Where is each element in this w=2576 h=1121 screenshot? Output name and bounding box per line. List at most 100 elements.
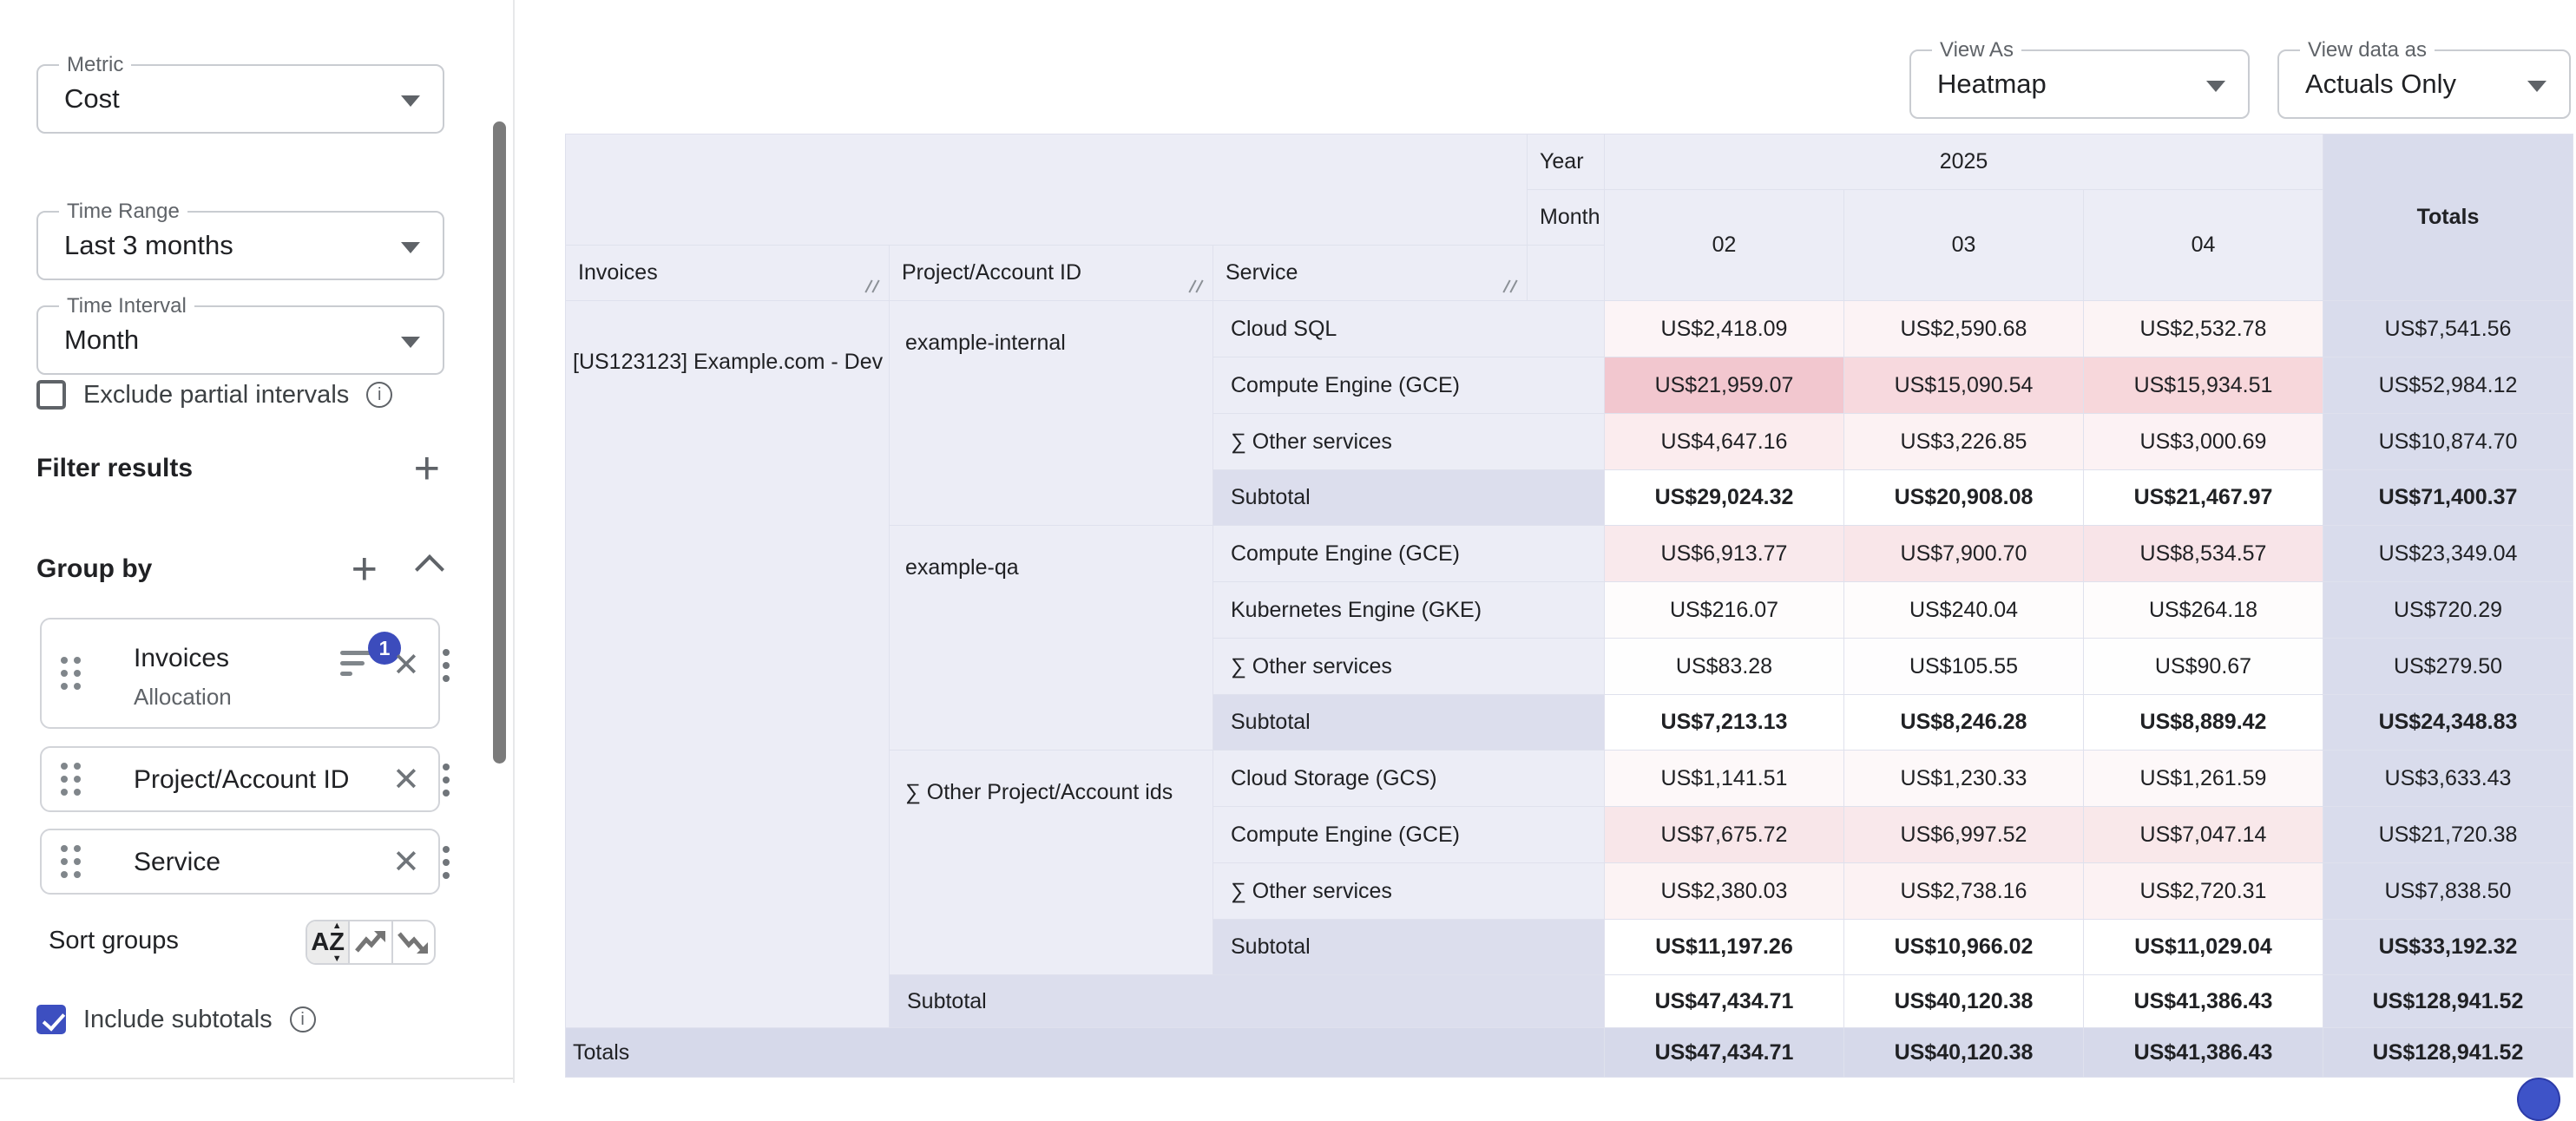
subtotal-value-cell: US$11,029.04 (2083, 919, 2323, 975)
metric-select[interactable]: Metric Cost (36, 53, 444, 134)
column-resize-handle[interactable] (1186, 278, 1206, 295)
sort-descending-button[interactable] (391, 921, 434, 963)
value-cell: US$90.67 (2083, 638, 2323, 695)
month-label-cell: Month (1527, 189, 1605, 246)
chip-subtitle: Allocation (134, 684, 232, 710)
drag-handle-icon[interactable] (61, 657, 81, 690)
value-cell: US$7,900.70 (1843, 525, 2084, 582)
grand-total-cell: US$47,434.71 (1604, 1027, 1844, 1078)
cost-heatmap-table: Year 2025 Totals Month 02 03 04 Invoices… (565, 134, 2573, 1078)
service-cell: Compute Engine (GCE) (1212, 357, 1605, 414)
subtotal-total-cell: US$71,400.37 (2323, 469, 2573, 526)
grand-total-cell: US$128,941.52 (2323, 1027, 2573, 1078)
info-icon[interactable]: i (366, 382, 393, 408)
totals-row-label: Totals (565, 1027, 1605, 1078)
chip-menu-icon[interactable] (443, 846, 450, 885)
group-chip-service[interactable]: Service ✕ (40, 829, 450, 895)
exclude-partial-intervals-label: Exclude partial intervals (83, 380, 350, 409)
subtotal-value-cell: US$21,467.97 (2083, 469, 2323, 526)
include-subtotals-row: Include subtotals i (36, 1005, 316, 1034)
subtotal-total-cell: US$33,192.32 (2323, 919, 2573, 975)
chip-title: Invoices (134, 644, 230, 672)
subtotal-value-cell: US$40,120.38 (1843, 974, 2084, 1028)
include-subtotals-checkbox[interactable] (36, 1005, 66, 1034)
value-cell: US$4,647.16 (1604, 413, 1844, 470)
value-cell: US$6,913.77 (1604, 525, 1844, 582)
subtotal-value-cell: US$8,889.42 (2083, 694, 2323, 751)
filter-sidebar: Metric Cost Time Range Last 3 months Tim… (0, 0, 515, 1083)
add-filter-button[interactable]: + (413, 443, 440, 494)
time-range-value: Last 3 months (64, 230, 233, 260)
project-column-header: Project/Account ID (889, 245, 1213, 301)
time-range-select[interactable]: Time Range Last 3 months (36, 200, 444, 280)
value-cell: US$8,534.57 (2083, 525, 2323, 582)
value-cell: US$105.55 (1843, 638, 2084, 695)
grand-total-cell: US$41,386.43 (2083, 1027, 2323, 1078)
chip-title: Service (134, 848, 221, 876)
column-resize-handle[interactable] (1501, 278, 1520, 295)
project-cell: example-internal (889, 300, 1213, 526)
view-as-label: View As (1932, 38, 2021, 62)
value-cell: US$1,230.33 (1843, 750, 2084, 807)
month-header: 04 (2083, 189, 2323, 301)
value-cell: US$3,000.69 (2083, 413, 2323, 470)
view-data-as-value: Actuals Only (2305, 69, 2457, 99)
exclude-partial-intervals-row: Exclude partial intervals i (36, 380, 393, 410)
scroll-fab-button[interactable] (2517, 1078, 2560, 1121)
add-group-button[interactable]: + (351, 544, 378, 594)
info-icon[interactable]: i (289, 1006, 316, 1032)
metric-value: Cost (64, 83, 120, 114)
metric-label: Metric (59, 53, 132, 77)
view-as-select[interactable]: View As Heatmap (1909, 38, 2250, 119)
value-cell: US$1,261.59 (2083, 750, 2323, 807)
sort-ascending-button[interactable] (348, 921, 391, 963)
value-cell: US$1,141.51 (1604, 750, 1844, 807)
subtotal-value-cell: US$47,434.71 (1604, 974, 1844, 1028)
group-chip-invoices[interactable]: Invoices Allocation 1 ✕ (40, 618, 450, 729)
remove-chip-icon[interactable]: ✕ (392, 647, 420, 684)
chevron-down-icon (401, 95, 420, 107)
value-cell: US$2,532.78 (2083, 300, 2323, 357)
total-cell: US$7,838.50 (2323, 862, 2573, 920)
collapse-group-by-icon[interactable] (415, 554, 444, 584)
exclude-partial-intervals-checkbox[interactable] (36, 380, 66, 410)
value-cell: US$21,959.07 (1604, 357, 1844, 414)
total-cell: US$23,349.04 (2323, 525, 2573, 582)
chevron-down-icon (401, 242, 420, 253)
include-subtotals-label: Include subtotals (83, 1005, 273, 1033)
divider (0, 1078, 513, 1079)
subtotal-value-cell: US$8,246.28 (1843, 694, 2084, 751)
sort-groups-label: Sort groups (49, 927, 179, 954)
drag-handle-icon[interactable] (61, 845, 81, 878)
value-cell: US$15,090.54 (1843, 357, 2084, 414)
chip-menu-icon[interactable] (443, 764, 450, 803)
chip-menu-icon[interactable] (443, 649, 450, 688)
group-by-title: Group by (36, 554, 153, 583)
sort-alphabetical-button[interactable]: A ▲ Z ▼ (307, 921, 349, 963)
subtotal-value-cell: US$10,966.02 (1843, 919, 2084, 975)
column-resize-handle[interactable] (863, 278, 882, 295)
service-cell: Kubernetes Engine (GKE) (1212, 581, 1605, 639)
remove-chip-icon[interactable]: ✕ (392, 762, 420, 798)
service-cell: ∑ Other services (1212, 638, 1605, 695)
project-cell: example-qa (889, 525, 1213, 751)
filter-results-title: Filter results (36, 454, 194, 482)
sidebar-scrollbar[interactable] (493, 121, 506, 764)
drag-handle-icon[interactable] (61, 763, 81, 796)
subtotal-value-cell: US$41,386.43 (2083, 974, 2323, 1028)
time-interval-select[interactable]: Time Interval Month (36, 294, 444, 375)
sort-groups-toggle: A ▲ Z ▼ (306, 920, 436, 965)
value-cell: US$2,720.31 (2083, 862, 2323, 920)
filter-list-icon[interactable]: 1 (340, 632, 401, 685)
view-data-as-select[interactable]: View data as Actuals Only (2277, 38, 2571, 119)
divider (513, 0, 515, 1083)
remove-chip-icon[interactable]: ✕ (392, 844, 420, 881)
value-cell: US$216.07 (1604, 581, 1844, 639)
value-cell: US$2,590.68 (1843, 300, 2084, 357)
invoice-cell: [US123123] Example.com - Dev (565, 300, 890, 1028)
group-chip-project[interactable]: Project/Account ID ✕ (40, 746, 450, 812)
subtotal-value-cell: US$29,024.32 (1604, 469, 1844, 526)
group-by-section: Group by + (36, 544, 444, 594)
invoice-subtotal-label-cell: Subtotal (889, 974, 1605, 1028)
value-cell: US$7,675.72 (1604, 806, 1844, 863)
